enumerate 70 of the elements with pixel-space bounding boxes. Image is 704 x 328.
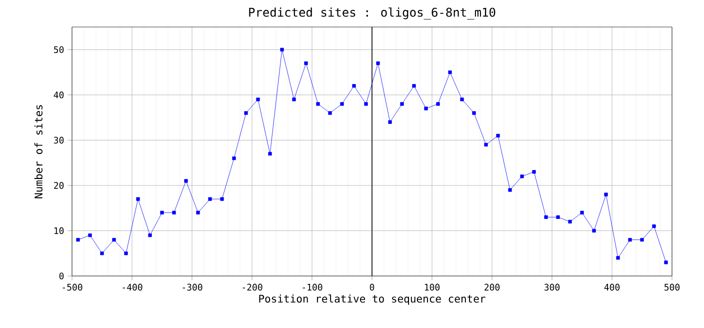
y-tick-label: 50 bbox=[54, 46, 64, 54]
x-tick-label: -100 bbox=[302, 284, 322, 291]
y-tick-label: 0 bbox=[59, 272, 64, 280]
point bbox=[88, 233, 92, 238]
point bbox=[484, 142, 488, 147]
point bbox=[532, 170, 536, 174]
point bbox=[436, 102, 440, 106]
x-axis-title: Position relative to sequence center bbox=[259, 294, 486, 305]
point bbox=[340, 102, 344, 106]
point bbox=[304, 61, 308, 66]
point bbox=[400, 102, 404, 106]
point bbox=[148, 233, 152, 238]
point bbox=[136, 197, 140, 201]
x-tick-label: 300 bbox=[544, 284, 560, 291]
x-tick-label: -300 bbox=[182, 284, 202, 291]
x-tick-label: -200 bbox=[242, 284, 262, 291]
point bbox=[460, 98, 464, 102]
point bbox=[364, 102, 368, 106]
point bbox=[292, 98, 296, 102]
point bbox=[172, 210, 176, 214]
x-tick-label: 200 bbox=[484, 284, 500, 291]
point bbox=[592, 228, 596, 233]
point bbox=[184, 179, 188, 183]
point bbox=[616, 256, 620, 260]
point bbox=[628, 238, 632, 242]
x-tick-label: 400 bbox=[604, 284, 620, 291]
x-tick-label: -400 bbox=[122, 284, 142, 291]
point bbox=[244, 111, 248, 115]
x-tick-label: -500 bbox=[62, 284, 82, 291]
point bbox=[556, 215, 560, 219]
point bbox=[196, 210, 200, 214]
x-tick-label: 500 bbox=[664, 284, 680, 291]
point bbox=[568, 220, 572, 224]
point bbox=[412, 84, 416, 88]
y-tick-label: 30 bbox=[54, 136, 64, 144]
point bbox=[376, 61, 380, 66]
y-tick-label: 10 bbox=[54, 227, 64, 234]
point bbox=[604, 192, 608, 196]
point bbox=[388, 120, 392, 124]
point bbox=[328, 111, 332, 115]
chart-title: Predicted sites : oligos_6-8nt_m10 bbox=[249, 7, 496, 20]
point bbox=[112, 238, 116, 242]
point bbox=[496, 134, 500, 138]
point bbox=[472, 111, 476, 115]
point bbox=[160, 210, 164, 214]
x-tick-label: 100 bbox=[424, 284, 440, 291]
x-tick-label: 0 bbox=[370, 284, 374, 291]
point bbox=[640, 238, 644, 242]
point bbox=[664, 260, 668, 264]
point bbox=[280, 48, 284, 52]
y-axis-title: Number of sites bbox=[34, 105, 42, 198]
point bbox=[124, 252, 128, 256]
point bbox=[580, 210, 584, 214]
y-tick-label: 20 bbox=[54, 182, 64, 189]
point bbox=[424, 106, 428, 110]
point bbox=[544, 215, 548, 219]
point bbox=[256, 98, 260, 102]
point bbox=[268, 152, 272, 156]
y-tick-label: 40 bbox=[54, 92, 64, 98]
point bbox=[232, 156, 236, 160]
point bbox=[100, 252, 104, 256]
point bbox=[220, 197, 224, 201]
point bbox=[448, 70, 452, 74]
point bbox=[520, 174, 524, 178]
point bbox=[508, 188, 512, 192]
point bbox=[352, 84, 356, 88]
point bbox=[76, 238, 80, 242]
point bbox=[316, 102, 320, 106]
point bbox=[208, 197, 212, 201]
point bbox=[652, 224, 656, 228]
